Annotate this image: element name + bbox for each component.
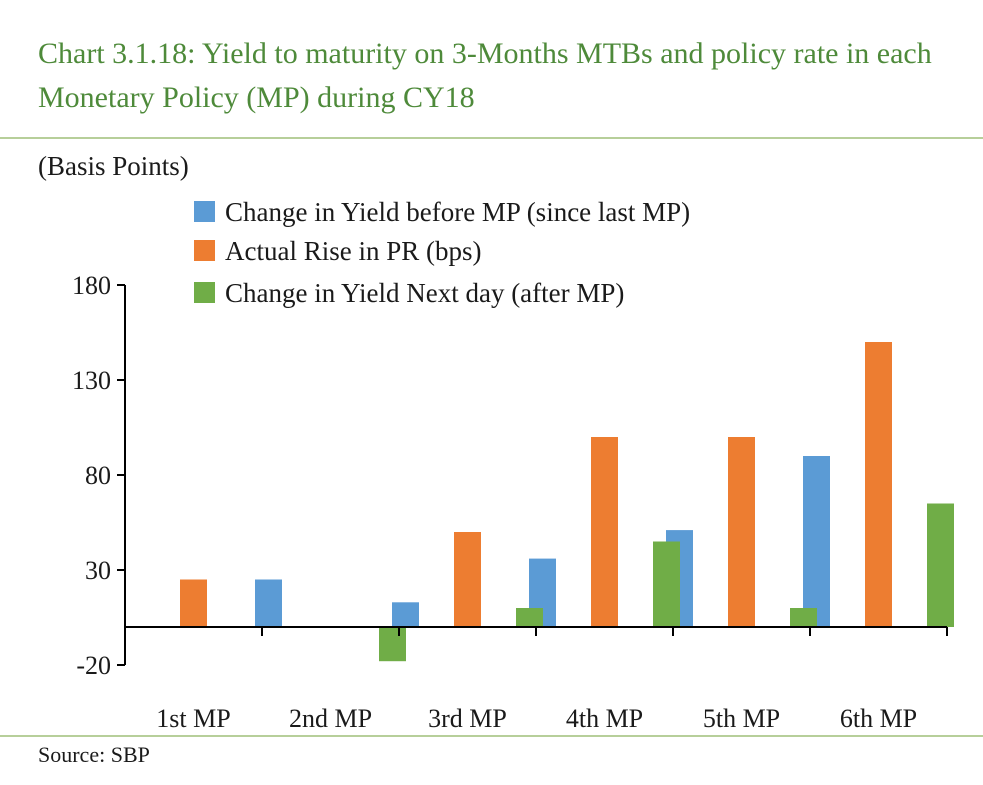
x-category-label: 4th MP: [566, 704, 643, 733]
bar: [803, 456, 830, 627]
x-category-label: 5th MP: [703, 704, 780, 733]
bar: [790, 608, 817, 627]
y-tick-label: 180: [72, 271, 111, 300]
bar: [379, 627, 406, 662]
bar: [653, 541, 680, 627]
x-category-label: 6th MP: [840, 704, 917, 733]
legend-swatch: [194, 282, 215, 303]
bar: [255, 579, 282, 627]
chart-legend: Change in Yield before MP (since last MP…: [194, 197, 690, 308]
bar: [927, 503, 954, 627]
source-divider: [0, 735, 983, 737]
x-category-label: 2nd MP: [289, 704, 372, 733]
bar: [728, 437, 755, 627]
x-category-label: 1st MP: [156, 704, 230, 733]
x-category-label: 3rd MP: [428, 704, 507, 733]
legend-label: Change in Yield before MP (since last MP…: [225, 197, 690, 227]
legend-swatch: [194, 240, 215, 261]
y-tick-label: 130: [72, 366, 111, 395]
title-divider: [0, 137, 983, 139]
y-tick-label: 80: [85, 461, 111, 490]
bar: [392, 602, 419, 627]
legend-label: Actual Rise in PR (bps): [225, 236, 482, 266]
y-axis-unit-label: (Basis Points): [38, 151, 189, 181]
bar: [591, 437, 618, 627]
source-note: Source: SBP: [38, 742, 150, 767]
y-tick-label: 30: [85, 556, 111, 585]
bar-group: [180, 342, 954, 662]
legend-label: Change in Yield Next day (after MP): [225, 278, 624, 308]
bar: [180, 579, 207, 627]
y-tick-label: -20: [76, 651, 111, 680]
legend-swatch: [194, 201, 215, 222]
chart-axes: -20 30 80 130 180 1st MP 2nd MP 3rd MP 4th MP 5th…: [72, 271, 948, 733]
bar: [454, 532, 481, 627]
chart-title: Chart 3.1.18: Yield to maturity on 3-Mon…: [38, 37, 932, 114]
bar: [516, 608, 543, 627]
bar: [865, 342, 892, 627]
